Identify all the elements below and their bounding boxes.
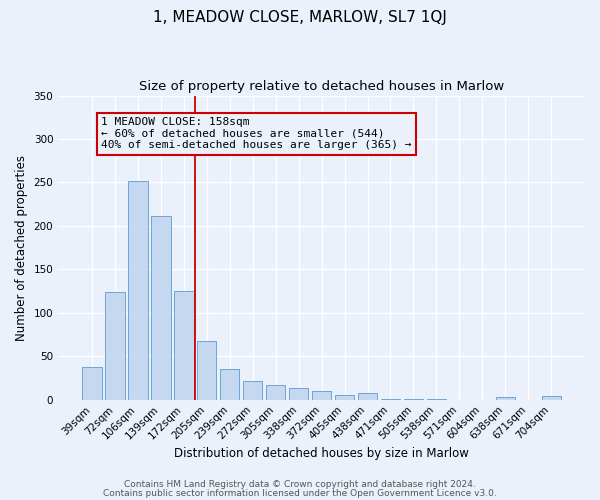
- Bar: [82, 366, 101, 400]
- Bar: [312, 391, 331, 400]
- Text: Contains HM Land Registry data © Crown copyright and database right 2024.: Contains HM Land Registry data © Crown c…: [124, 480, 476, 489]
- Bar: [542, 396, 561, 400]
- Bar: [404, 399, 423, 400]
- Bar: [335, 396, 355, 400]
- Bar: [105, 292, 125, 400]
- Bar: [174, 291, 194, 400]
- Bar: [358, 393, 377, 400]
- Bar: [266, 385, 286, 400]
- Bar: [496, 397, 515, 400]
- Text: 1, MEADOW CLOSE, MARLOW, SL7 1QJ: 1, MEADOW CLOSE, MARLOW, SL7 1QJ: [153, 10, 447, 25]
- Bar: [243, 382, 262, 400]
- Title: Size of property relative to detached houses in Marlow: Size of property relative to detached ho…: [139, 80, 504, 93]
- Bar: [427, 399, 446, 400]
- Bar: [128, 180, 148, 400]
- Bar: [289, 388, 308, 400]
- Bar: [151, 216, 170, 400]
- X-axis label: Distribution of detached houses by size in Marlow: Distribution of detached houses by size …: [174, 447, 469, 460]
- Bar: [381, 399, 400, 400]
- Bar: [197, 342, 217, 400]
- Text: 1 MEADOW CLOSE: 158sqm
← 60% of detached houses are smaller (544)
40% of semi-de: 1 MEADOW CLOSE: 158sqm ← 60% of detached…: [101, 118, 412, 150]
- Text: Contains public sector information licensed under the Open Government Licence v3: Contains public sector information licen…: [103, 488, 497, 498]
- Bar: [220, 370, 239, 400]
- Y-axis label: Number of detached properties: Number of detached properties: [15, 154, 28, 340]
